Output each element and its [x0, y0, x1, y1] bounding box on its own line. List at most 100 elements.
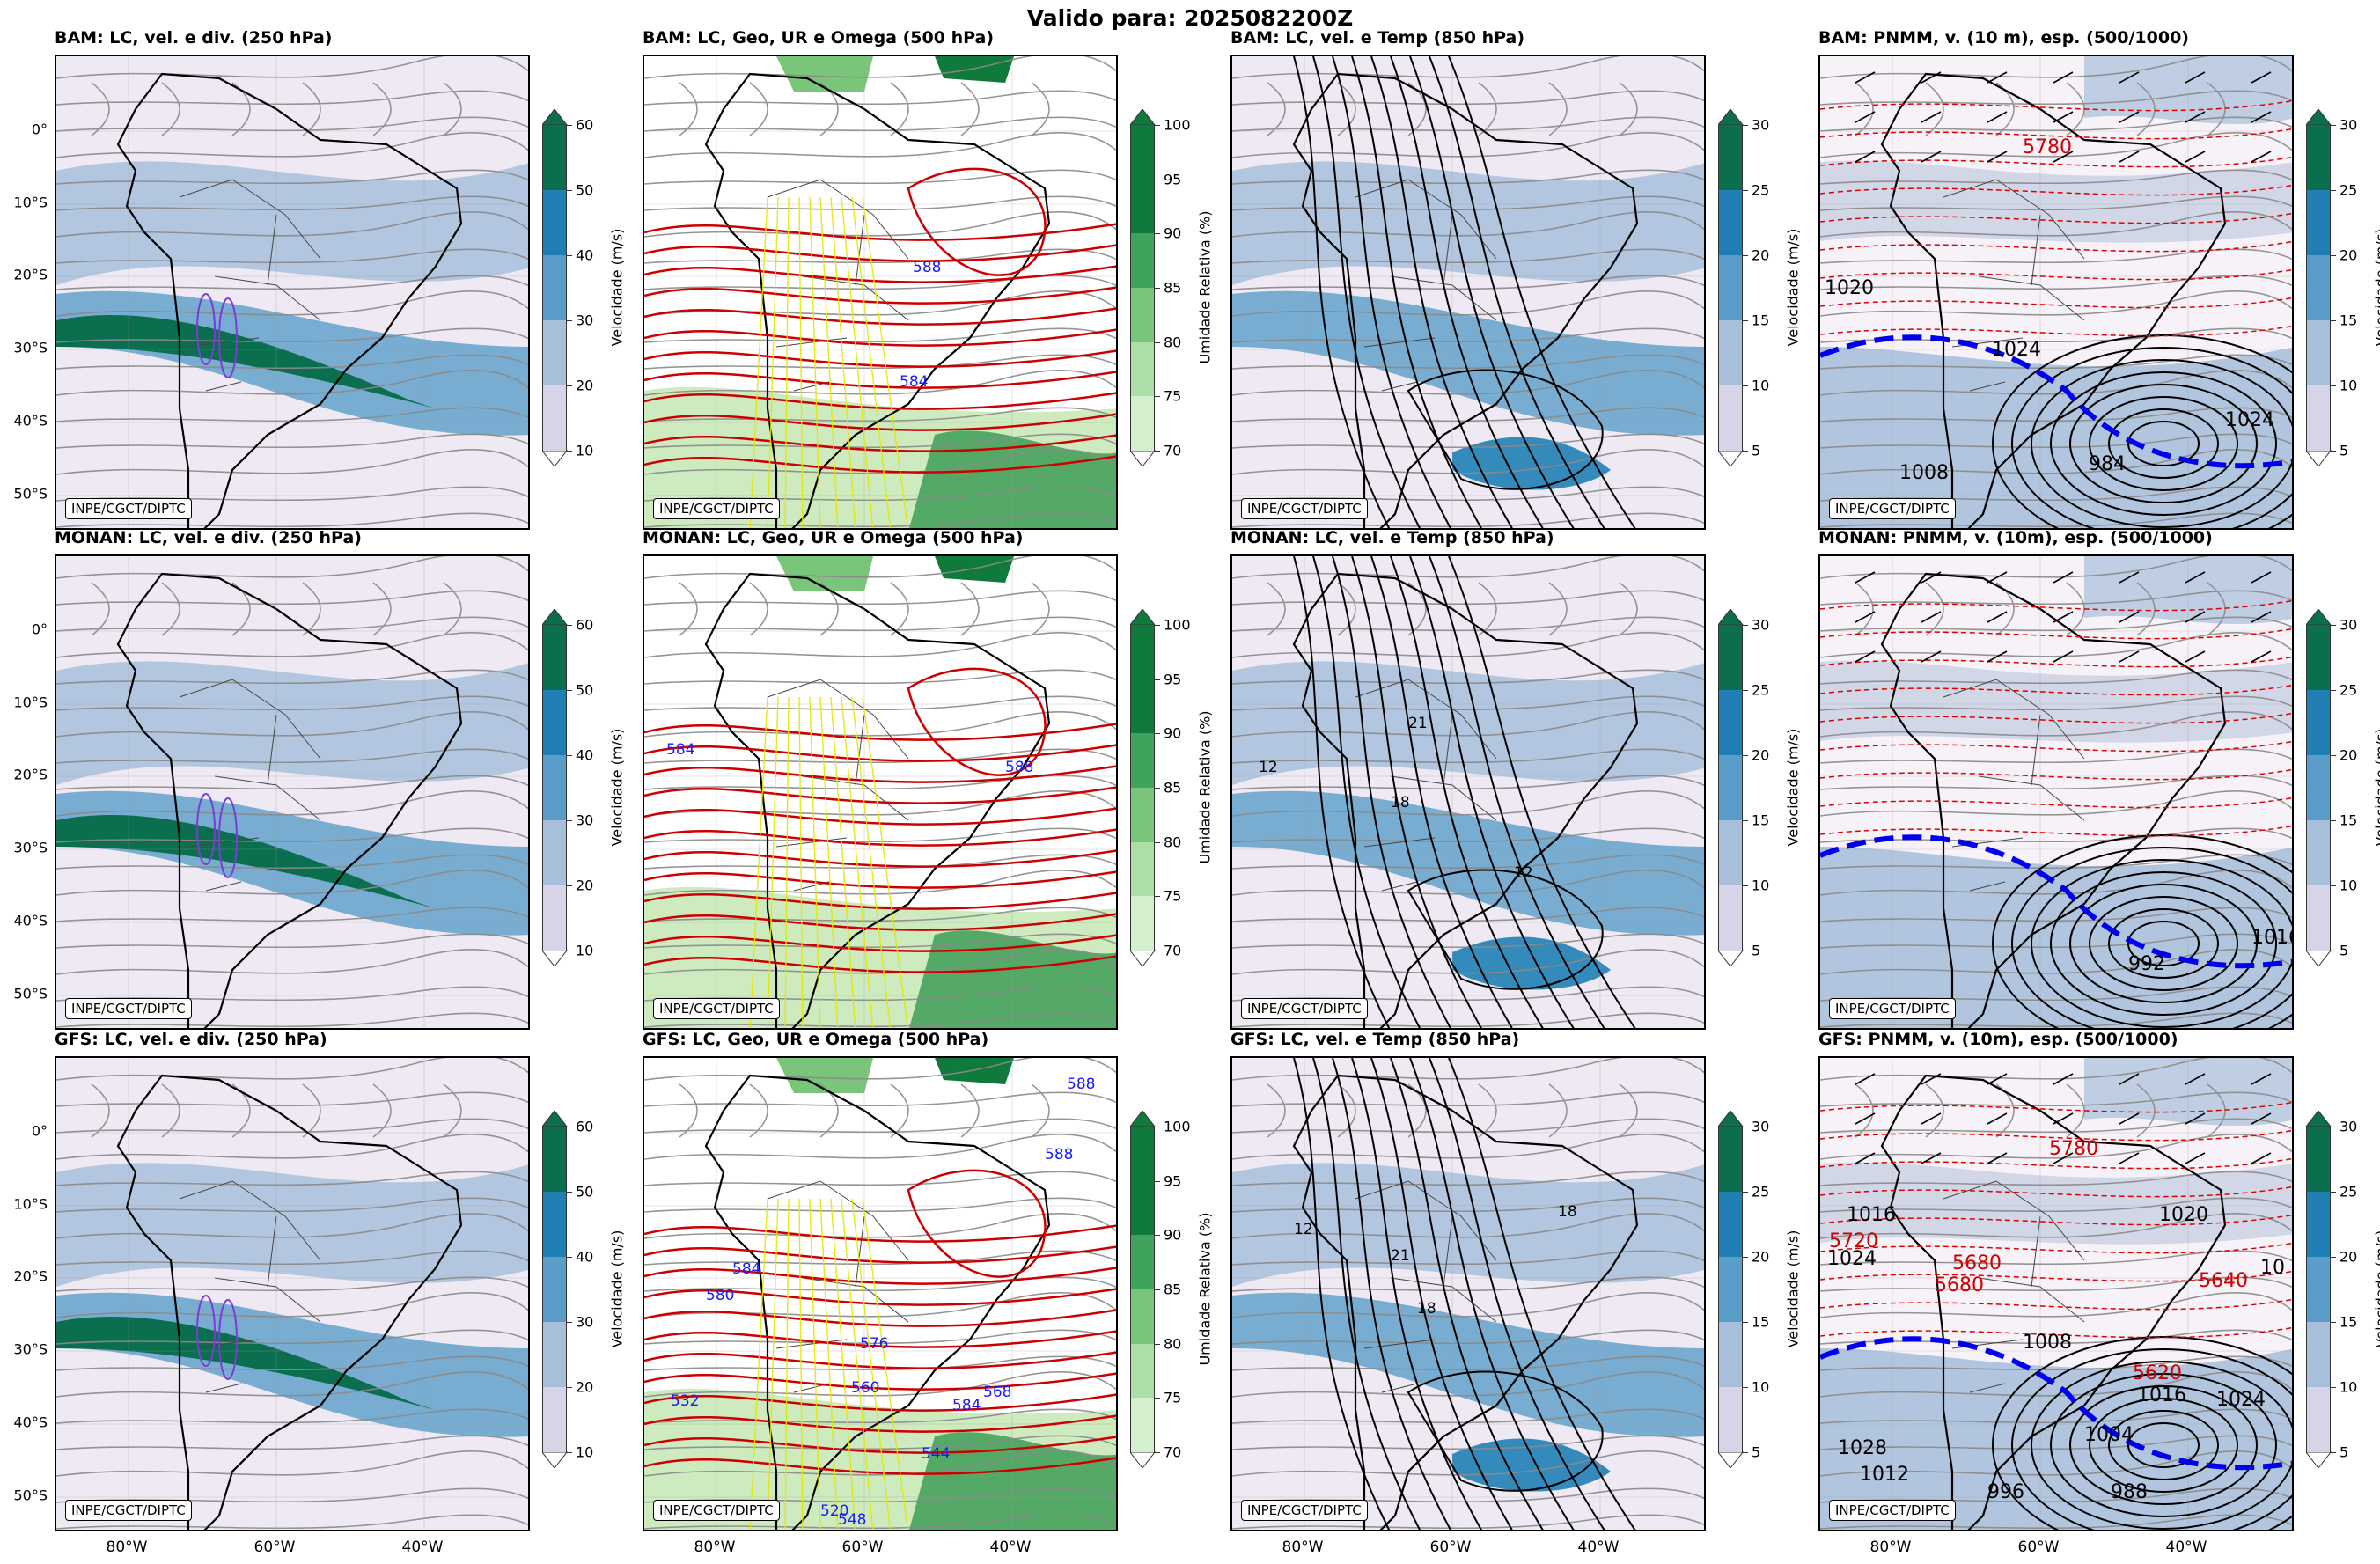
colorbar-segment [542, 385, 567, 451]
colorbar-tick-mark [2331, 885, 2336, 886]
map-graphic [1232, 56, 1704, 528]
map-graphic: 5780 1020 1024 1008 984 1024 [1820, 56, 2292, 528]
colorbar-tick-mark [2331, 190, 2336, 191]
colorbar: 70 75 80 85 90 95 100 [1130, 609, 1236, 966]
x-axis-label: 40°W [401, 1538, 444, 1556]
colorbar-segment [2306, 625, 2331, 690]
colorbar-tick-label: 30 [1752, 1118, 1770, 1135]
colorbar-tick-mark [1743, 625, 1748, 626]
colorbar-tick-mark [567, 125, 572, 126]
colorbar-tick-label: 100 [1164, 116, 1191, 134]
credit-label: INPE/CGCT/DIPTC [1829, 498, 1956, 519]
colorbar-tick-label: 5 [2340, 1443, 2349, 1461]
colorbar-segment [1718, 320, 1743, 385]
colorbar-tick-label: 70 [1164, 442, 1182, 459]
contour-label: 1024 [2216, 1389, 2266, 1411]
colorbar-label: Umidade Relativa (%) [1196, 1212, 1214, 1366]
colorbar-tick-mark [2331, 690, 2336, 691]
credit-label: INPE/CGCT/DIPTC [653, 1500, 780, 1521]
colorbar-tick-label: 75 [1164, 387, 1182, 405]
colorbar-tick-label: 10 [2340, 1378, 2358, 1396]
contour-label: 5680 [1935, 1274, 1984, 1296]
colorbar-tick-label: 30 [2340, 616, 2358, 634]
contour-label: 588 [1067, 1076, 1095, 1093]
panel-title-monan-2: MONAN: LC, vel. e Temp (850 hPa) [1230, 528, 1554, 547]
colorbar-segment [1130, 1235, 1155, 1289]
colorbar-segment [1130, 1398, 1155, 1452]
panel-title-gfs-0: GFS: LC, vel. e div. (250 hPa) [55, 1030, 327, 1049]
colorbar-tick-mark [1155, 1235, 1160, 1237]
colorbar: 10 20 30 40 50 60 [542, 109, 648, 466]
colorbar-tick-mark [2331, 1322, 2336, 1323]
colorbar-segment [542, 755, 567, 820]
contour-label: 1024 [2225, 409, 2274, 431]
colorbar-tick-label: 100 [1164, 616, 1191, 634]
map-graphic [56, 56, 528, 528]
colorbar-tick-mark [1743, 1192, 1748, 1193]
map-graphic: 584 588 [644, 556, 1116, 1028]
colorbar-tick-label: 10 [2340, 377, 2358, 394]
x-axis-label: 80°W [1869, 1538, 1912, 1556]
colorbar-tick-label: 40 [576, 1248, 594, 1266]
colorbar-segment [1718, 1192, 1743, 1257]
map-panel-monan-vel250: INPE/CGCT/DIPTC [55, 554, 530, 1030]
colorbar-segment [542, 1127, 567, 1192]
contour-label: 18 [1391, 794, 1410, 811]
y-axis-label: 40°S [13, 912, 48, 929]
colorbar-segment [1130, 179, 1155, 234]
colorbar-segment [1130, 125, 1155, 180]
colorbar-segment [1718, 1387, 1743, 1452]
colorbar-segment [2306, 190, 2331, 255]
colorbar-tick-label: 20 [1752, 746, 1770, 764]
colorbar-tick-mark [1155, 679, 1160, 680]
contour-label: 18 [1417, 1300, 1436, 1318]
colorbar: 5 10 15 20 25 30 [1718, 1111, 1824, 1468]
y-axis-label: 50°S [13, 1487, 48, 1504]
contour-label: 5640 [2199, 1270, 2248, 1292]
colorbar-segment [542, 1257, 567, 1322]
colorbar-segment [2306, 820, 2331, 885]
colorbar-tick-mark [567, 451, 572, 452]
colorbar: 70 75 80 85 90 95 100 [1130, 1111, 1236, 1468]
colorbar-tick-label: 50 [576, 181, 594, 199]
colorbar-tick-mark [1155, 896, 1160, 898]
colorbar-segment [1718, 1257, 1743, 1322]
contour-label: 548 [838, 1511, 866, 1529]
map-graphic [56, 1058, 528, 1530]
contour-label: 1016 [1847, 1204, 1896, 1226]
panel-title-monan-1: MONAN: LC, Geo, UR e Omega (500 hPa) [643, 528, 1024, 547]
colorbar-tick-label: 25 [1752, 1183, 1770, 1201]
map-graphic: 12 12 18 21 [1232, 556, 1704, 1028]
figure-title: Valido para: 2025082200Z [1026, 5, 1354, 31]
colorbar-segment [1130, 341, 1155, 397]
colorbar-tick-mark [1155, 1343, 1160, 1345]
panel-title-bam-3: BAM: PNMM, v. (10 m), esp. (500/1000) [1818, 28, 2189, 48]
colorbar-tick-mark [1155, 233, 1160, 235]
colorbar-tick-label: 5 [1752, 442, 1761, 459]
colorbar-tick-mark [2331, 820, 2336, 821]
colorbar-segment [542, 885, 567, 951]
colorbar-segment [1130, 841, 1155, 897]
colorbar-tick-label: 70 [1164, 942, 1182, 959]
colorbar-segment [2306, 1257, 2331, 1322]
panel-title-gfs-2: GFS: LC, vel. e Temp (850 hPa) [1230, 1030, 1520, 1049]
contour-label: 5680 [1952, 1252, 2002, 1274]
colorbar-label: Velocidade (m/s) [2372, 1230, 2380, 1348]
contour-label: 584 [952, 1397, 981, 1414]
credit-label: INPE/CGCT/DIPTC [65, 998, 192, 1019]
map-graphic: 1016 992 [1820, 556, 2292, 1028]
map-graphic: 588 584 [644, 56, 1116, 528]
colorbar-tick-mark [567, 1322, 572, 1323]
x-axis-label: 80°W [694, 1538, 736, 1556]
colorbar-segment [2306, 690, 2331, 755]
x-axis-label: 40°W [989, 1538, 1032, 1556]
contour-label: 1020 [2159, 1204, 2208, 1226]
colorbar-segment [542, 255, 567, 320]
x-axis-label: 80°W [1282, 1538, 1324, 1556]
credit-label: INPE/CGCT/DIPTC [1829, 998, 1956, 1019]
colorbar-tick-label: 10 [576, 942, 594, 959]
colorbar-tick-label: 85 [1164, 279, 1182, 297]
colorbar-segment [1130, 1180, 1155, 1236]
colorbar-tick-mark [567, 1192, 572, 1193]
